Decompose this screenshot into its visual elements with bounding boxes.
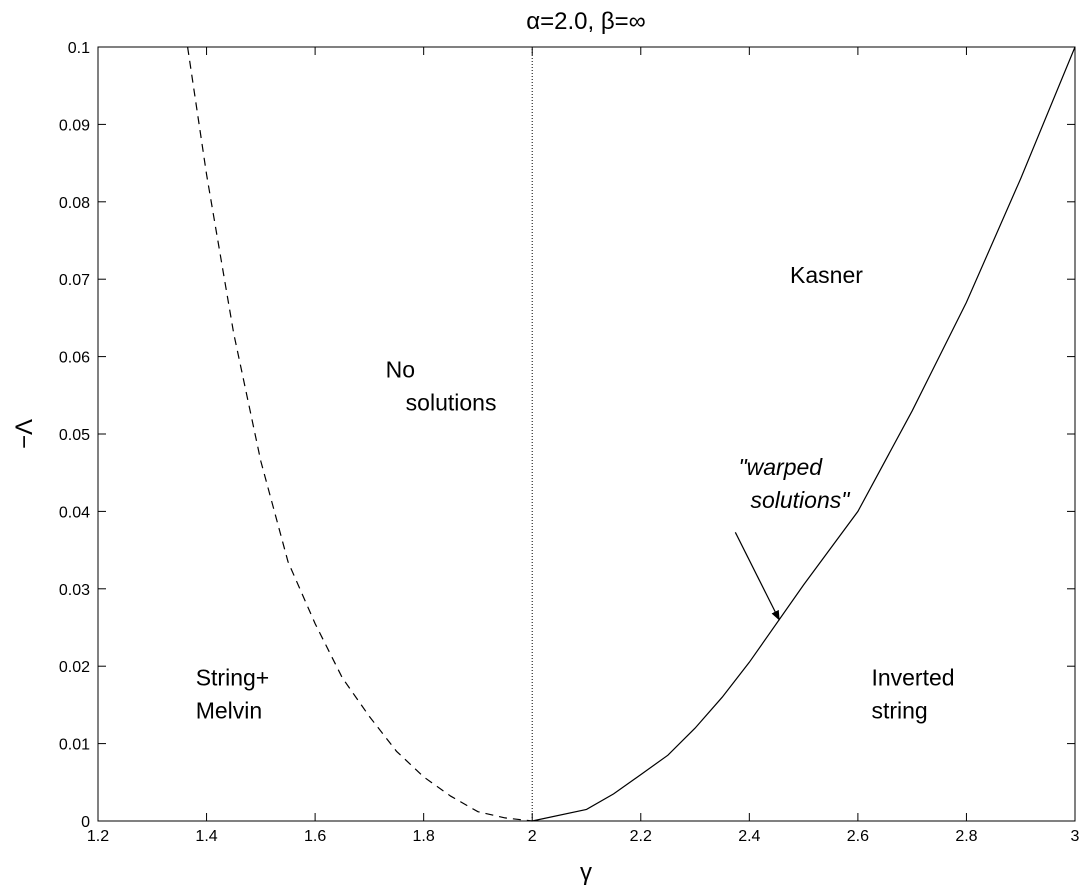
y-tick-label: 0.04 (59, 504, 90, 521)
region-label-line: solutions" (750, 487, 851, 513)
x-tick-label: 2.4 (738, 828, 760, 845)
y-tick-label: 0.07 (59, 272, 90, 289)
x-axis-title: γ (580, 859, 592, 886)
x-tick-label: 2.2 (630, 828, 652, 845)
plot-area (97, 46, 1076, 822)
region-label-line: string (871, 698, 927, 724)
region-label: Kasner (790, 262, 863, 288)
y-tick-label: 0.02 (59, 659, 90, 676)
y-tick-label: 0.09 (59, 117, 90, 134)
region-label-line: "warped (738, 454, 823, 480)
region-label: "warped solutions" (738, 454, 851, 513)
region-label-line: String+ (196, 665, 270, 691)
x-tick-label: 2 (528, 828, 537, 845)
ticks-layer: 1.2 1.4 1.6 1.8 2 2.2 2.4 2.6 2.8 3 0 0.01 0.02 0.03 0… (59, 40, 1080, 845)
chart-title: α=2.0, β=∞ (526, 8, 646, 35)
x-tick-label: 1.4 (195, 828, 217, 845)
region-label-line: solutions (406, 389, 497, 415)
y-tick-label: 0.05 (59, 427, 90, 444)
region-label-line: Inverted (871, 665, 954, 691)
x-tick-label: 1.8 (413, 828, 435, 845)
y-axis-title: −Λ (11, 419, 38, 449)
y-tick-label: 0.1 (68, 40, 90, 57)
y-tick-label: 0.01 (59, 737, 90, 754)
y-tick-label: 0.03 (59, 582, 90, 599)
y-tick-label: 0.06 (59, 350, 90, 367)
region-label: String+ Melvin (196, 665, 270, 724)
x-tick-label: 3 (1071, 828, 1080, 845)
x-tick-label: 2.8 (955, 828, 977, 845)
annotation-arrow (734, 532, 780, 621)
series-solid-line (532, 46, 1076, 822)
y-tick-label: 0.08 (59, 195, 90, 212)
region-label-line: Kasner (790, 262, 863, 288)
annotation-layer: String+ Melvin No solutions Kasner "warped sol… (196, 262, 955, 723)
y-tick-label: 0 (81, 814, 90, 831)
x-tick-label: 2.6 (847, 828, 869, 845)
x-tick-label: 1.6 (304, 828, 326, 845)
series-layer (187, 46, 1076, 822)
region-label-line: No (386, 356, 415, 382)
region-label: No solutions (386, 356, 497, 415)
x-tick-label: 1.2 (87, 828, 109, 845)
series-dashed-line (187, 46, 533, 822)
region-label-line: Melvin (196, 698, 262, 724)
region-label: Inverted string (871, 665, 954, 724)
